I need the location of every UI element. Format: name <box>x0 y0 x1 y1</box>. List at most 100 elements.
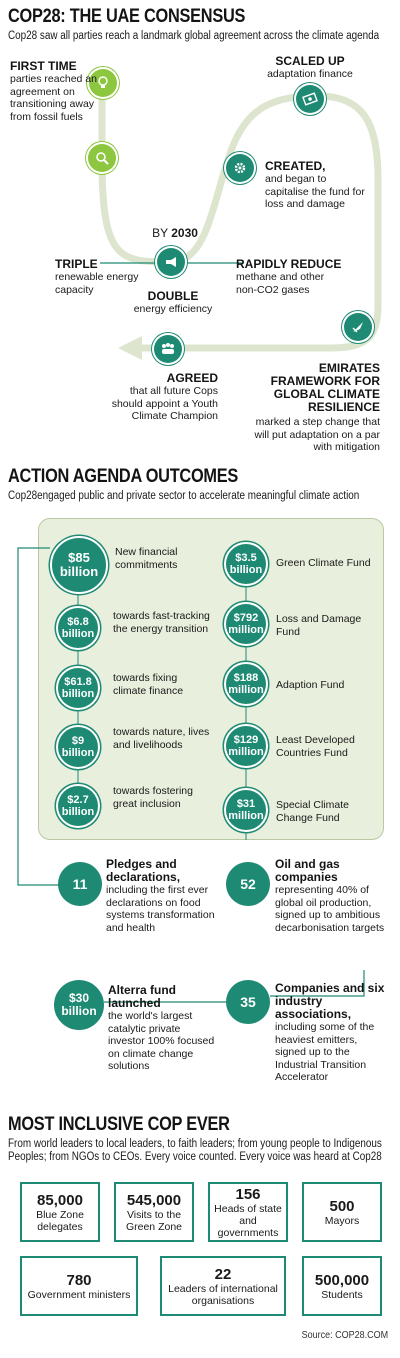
alterra-text: the world's largest catalytic private in… <box>108 1010 215 1072</box>
finance-circle-energy: $6.8 billion <box>56 606 100 650</box>
inclusion-label: towards fostering great inclusion <box>113 785 193 810</box>
alterra-title: Alterra fund launched <box>108 983 177 1010</box>
stat-value: 500,000 <box>314 1271 370 1289</box>
megaphone-icon <box>157 248 185 276</box>
created-block: CREATED, and began to capitalise the fun… <box>265 160 365 211</box>
emirates-block: EMIRATES FRAMEWORK FOR GLOBAL CLIMATE RE… <box>240 362 380 454</box>
inclusion-value: $2.7 billion <box>58 786 98 826</box>
first-time-text: parties reached an agreement on transiti… <box>10 73 97 123</box>
fund-circle-special: $31 million <box>224 788 268 832</box>
stat-ministers: 780 Government ministers <box>20 1256 138 1316</box>
stat-label: Blue Zone delegates <box>36 1208 84 1233</box>
companies-circle: 35 <box>226 980 270 1024</box>
climate-label: towards fixing climate finance <box>113 672 184 697</box>
loss-fund-label: Loss and Damage Fund <box>276 613 362 638</box>
double-text: energy efficiency <box>133 303 213 315</box>
created-text: and began to capitalise the fund for los… <box>265 173 365 210</box>
special-fund-label: Special Climate Change Fund <box>276 799 349 824</box>
rapidly-reduce-title: RAPIDLY REDUCE <box>236 257 342 271</box>
climate-value: $61.8 billion <box>58 668 98 708</box>
scaled-up-block: SCALED UP adaptation finance <box>255 55 365 81</box>
scaled-up-title: SCALED UP <box>275 54 345 68</box>
rapidly-reduce-block: RAPIDLY REDUCE methane and other non-CO2… <box>236 258 346 296</box>
green-fund-value: $3.5 billion <box>226 544 266 584</box>
agreed-title: AGREED <box>166 371 218 385</box>
rapidly-reduce-text2: non-CO2 gases <box>236 283 310 296</box>
pledges-circle: 11 <box>58 862 102 906</box>
companies-title: Companies and six industry associations, <box>275 981 385 1021</box>
companies-block: Companies and six industry associations,… <box>275 982 390 1084</box>
gear-icon <box>226 154 254 182</box>
people-icon <box>154 335 182 363</box>
rocket-icon <box>344 313 372 341</box>
stat-value: 780 <box>66 1271 92 1289</box>
special-fund-value: $31 million <box>226 790 266 830</box>
lightbulb-icon <box>89 69 117 97</box>
oil-gas-value: 52 <box>240 876 256 892</box>
by-prefix: BY <box>152 226 168 240</box>
stat-label: Students <box>321 1288 363 1301</box>
stat-label: Mayors <box>324 1214 360 1227</box>
emirates-text: marked a step change that will put adapt… <box>254 416 380 453</box>
adaption-fund-label: Adaption Fund <box>276 679 345 691</box>
oil-gas-text: representing 40% of global oil productio… <box>275 884 385 934</box>
ldc-fund-label: Least Developed Countries Fund <box>276 734 355 759</box>
adaption-fund-value: $188 million <box>226 664 266 704</box>
source-note: Source: COP28.COM <box>301 1330 388 1341</box>
energy-label: towards fast-tracking the energy transit… <box>113 610 210 635</box>
created-title: CREATED, <box>265 159 326 173</box>
green-fund-label: Green Climate Fund <box>276 557 371 569</box>
pledges-text: including the first ever declarations on… <box>106 884 215 934</box>
stat-green-zone: 545,000 Visits to the Green Zone <box>114 1182 194 1242</box>
stat-label: Government ministers <box>27 1288 131 1301</box>
pledges-value: 11 <box>72 876 88 892</box>
stat-value: 22 <box>214 1265 232 1283</box>
agreed-text: that all future Cops should appoint a Yo… <box>111 385 218 422</box>
first-time-title: FIRST TIME <box>10 59 77 73</box>
stat-heads-of-state: 156 Heads of state and governments <box>208 1182 288 1242</box>
finance-circle-nature: $9 billion <box>56 725 100 769</box>
financial-commitments-label: New financial commitments <box>115 546 178 571</box>
finance-circle-climate: $61.8 billion <box>56 666 100 710</box>
pledges-block: Pledges and declarations, including the … <box>106 858 216 934</box>
nature-value: $9 billion <box>58 727 98 767</box>
stat-blue-zone: 85,000 Blue Zone delegates <box>20 1182 100 1242</box>
triple-title: TRIPLE <box>55 257 98 271</box>
fund-circle-ldc: $129 million <box>224 724 268 768</box>
magnifier-icon <box>88 144 116 172</box>
loss-fund-value: $792 million <box>226 604 266 644</box>
stat-value: 85,000 <box>37 1191 83 1209</box>
page-subtitle: Cop28 saw all parties reach a landmark g… <box>8 30 380 42</box>
stat-label: Leaders of international organisations <box>168 1282 278 1307</box>
pledges-title: Pledges and declarations, <box>106 857 181 884</box>
stat-intl-leaders: 22 Leaders of international organisation… <box>160 1256 286 1316</box>
stat-label: Visits to the Green Zone <box>125 1208 183 1233</box>
fund-circle-loss: $792 million <box>224 602 268 646</box>
oil-gas-circle: 52 <box>226 862 270 906</box>
action-title: ACTION AGENDA OUTCOMES <box>8 466 239 487</box>
first-time-block: FIRST TIME parties reached an agreement … <box>10 60 98 123</box>
lower-connectors <box>104 970 365 1003</box>
companies-text: including some of the heaviest emitters,… <box>275 1021 375 1083</box>
page-title: COP28: THE UAE CONSENSUS <box>8 6 246 27</box>
double-block: DOUBLE energy efficiency <box>118 290 228 316</box>
scaled-up-text: adaptation finance <box>267 68 353 80</box>
triple-block: TRIPLE renewable energy capacity <box>55 258 145 296</box>
stat-value: 500 <box>329 1197 355 1215</box>
money-icon <box>296 85 324 113</box>
emirates-title: EMIRATES FRAMEWORK FOR GLOBAL CLIMATE RE… <box>270 361 380 414</box>
inclusive-title: MOST INCLUSIVE COP EVER <box>8 1114 230 1135</box>
by-year: 2030 <box>171 226 198 240</box>
oil-gas-block: Oil and gas companies representing 40% o… <box>275 858 390 934</box>
agreed-block: AGREED that all future Cops should appoi… <box>108 372 218 423</box>
stat-mayors: 500 Mayors <box>302 1182 382 1242</box>
financial-commitments-value: $85 billion <box>59 550 99 579</box>
energy-value: $6.8 billion <box>58 608 98 648</box>
stat-value: 545,000 <box>126 1191 182 1209</box>
alterra-circle: $30 billion <box>54 980 104 1030</box>
alterra-value: $30 billion <box>61 991 97 1018</box>
fund-circle-green: $3.5 billion <box>224 542 268 586</box>
finance-circle-inclusion: $2.7 billion <box>56 784 100 828</box>
oil-gas-title: Oil and gas companies <box>275 857 340 884</box>
fund-circle-adaption: $188 million <box>224 662 268 706</box>
